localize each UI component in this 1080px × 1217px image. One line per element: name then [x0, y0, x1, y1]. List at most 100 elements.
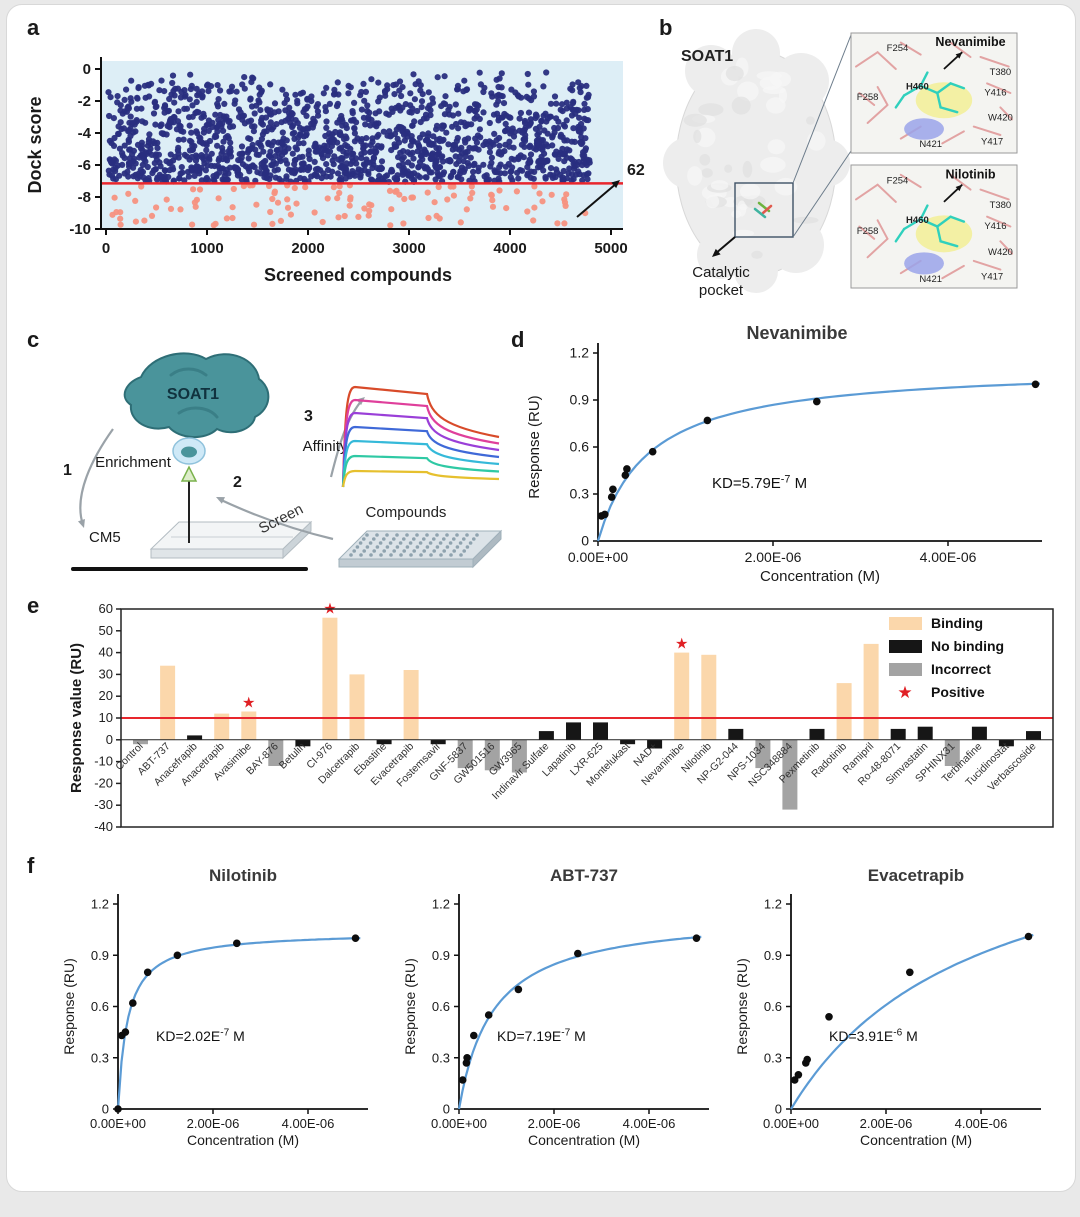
svg-text:Concentration (M): Concentration (M) — [760, 568, 880, 585]
compound-response-bar-chart: ControlABT-737AnacefrapibAnacetrapibAvas… — [68, 601, 1054, 834]
svg-text:Incorrect: Incorrect — [931, 661, 991, 677]
panel-label-b: b — [659, 15, 673, 40]
svg-text:50: 50 — [99, 623, 113, 638]
svg-text:CM5: CM5 — [89, 529, 121, 546]
svg-text:0.6: 0.6 — [432, 999, 450, 1014]
svg-text:Response value (RU): Response value (RU) — [68, 643, 85, 793]
svg-text:0.3: 0.3 — [570, 486, 590, 502]
svg-text:SOAT1: SOAT1 — [167, 386, 219, 403]
svg-text:0: 0 — [102, 240, 110, 257]
svg-text:2.00E-06: 2.00E-06 — [187, 1116, 240, 1131]
svg-text:1.2: 1.2 — [91, 897, 109, 912]
svg-text:Y417: Y417 — [981, 271, 1003, 282]
svg-text:0.6: 0.6 — [570, 439, 590, 455]
svg-text:60: 60 — [99, 601, 113, 616]
svg-text:2: 2 — [233, 474, 242, 491]
svg-text:ABT-737: ABT-737 — [550, 866, 618, 885]
svg-text:4.00E-06: 4.00E-06 — [955, 1116, 1008, 1131]
svg-text:Compounds: Compounds — [366, 504, 447, 521]
svg-text:N421: N421 — [919, 274, 942, 285]
svg-text:Y416: Y416 — [984, 221, 1006, 232]
svg-text:0.00E+00: 0.00E+00 — [568, 549, 629, 565]
svg-text:0.00E+00: 0.00E+00 — [90, 1116, 146, 1131]
svg-text:W420: W420 — [988, 113, 1013, 124]
svg-text:★: ★ — [242, 694, 255, 711]
svg-text:-30: -30 — [94, 797, 113, 812]
svg-text:2.00E-06: 2.00E-06 — [528, 1116, 581, 1131]
svg-text:1: 1 — [63, 462, 72, 479]
svg-text:0.9: 0.9 — [91, 948, 109, 963]
evacetrapib-binding-chart: Evacetrapib 0 0.3 0.6 0.9 1.2 0.00E+00 2.00E-06… — [734, 866, 1041, 1148]
panel-label-f: f — [27, 853, 35, 878]
svg-text:1000: 1000 — [190, 240, 223, 257]
abt737-binding-chart: ABT-737 0 0.3 0.6 0.9 1.2 0.00E+00 2.00E-06 4.00… — [402, 866, 709, 1148]
svg-text:-2: -2 — [78, 93, 91, 110]
svg-text:KD=3.91E-6 M: KD=3.91E-6 M — [829, 1028, 918, 1044]
svg-text:-10: -10 — [94, 754, 113, 769]
nilotinib-binding-chart: Nilotinib 0 0.3 0.6 0.9 1.2 0.00E+00 2.00E-06 4.… — [61, 866, 368, 1148]
svg-text:1.2: 1.2 — [570, 345, 590, 361]
svg-text:Affinity: Affinity — [303, 438, 348, 455]
svg-text:-6: -6 — [78, 157, 91, 174]
svg-text:4000: 4000 — [493, 240, 526, 257]
svg-text:Evacetrapib: Evacetrapib — [868, 866, 964, 885]
svg-text:0.9: 0.9 — [570, 392, 590, 408]
svg-text:0.00E+00: 0.00E+00 — [763, 1116, 819, 1131]
svg-text:Dock score: Dock score — [25, 96, 45, 193]
panel-f: Nilotinib 0 0.3 0.6 0.9 1.2 0.00E+00 2.00E-06 4.… — [21, 857, 1071, 1159]
svg-text:2.00E-06: 2.00E-06 — [745, 549, 802, 565]
panel-label-d: d — [511, 327, 525, 352]
svg-text:0.3: 0.3 — [91, 1050, 109, 1065]
svg-text:Concentration (M): Concentration (M) — [860, 1132, 972, 1148]
svg-text:Nevanimibe: Nevanimibe — [935, 35, 1005, 49]
svg-text:Nilotinib: Nilotinib — [946, 168, 996, 182]
svg-text:62: 62 — [627, 162, 645, 179]
svg-text:H460: H460 — [906, 215, 929, 226]
svg-text:0: 0 — [106, 732, 113, 747]
svg-text:F258: F258 — [857, 226, 879, 237]
svg-text:Nilotinib: Nilotinib — [209, 866, 277, 885]
svg-text:30: 30 — [99, 666, 113, 681]
svg-text:Catalytic: Catalytic — [692, 264, 750, 281]
svg-text:0.3: 0.3 — [432, 1050, 450, 1065]
svg-text:3: 3 — [304, 408, 313, 425]
svg-text:pocket: pocket — [699, 282, 744, 299]
svg-text:-8: -8 — [78, 189, 91, 206]
svg-text:0.00E+00: 0.00E+00 — [431, 1116, 487, 1131]
svg-text:-10: -10 — [69, 221, 91, 238]
svg-text:0.9: 0.9 — [764, 948, 782, 963]
dock-score-scatter-chart: 0 -2 -4 -6 -8 -10 0 1000 2000 3000 4000 5000 Screene… — [25, 57, 645, 285]
svg-text:1.2: 1.2 — [432, 897, 450, 912]
svg-text:-4: -4 — [78, 125, 92, 142]
svg-text:10: 10 — [99, 710, 113, 725]
svg-text:0.6: 0.6 — [91, 999, 109, 1014]
svg-text:-20: -20 — [94, 775, 113, 790]
panel-d: Nevanimibe 0 0.3 0.6 0.9 1.2 0.00E+00 2.00E-06 4… — [507, 317, 1072, 602]
svg-text:★: ★ — [675, 636, 688, 653]
svg-text:★: ★ — [897, 683, 912, 702]
svg-text:W420: W420 — [988, 247, 1013, 258]
panel-label-e: e — [27, 593, 40, 618]
nevanimibe-binding-chart: Nevanimibe 0 0.3 0.6 0.9 1.2 0.00E+00 2.00E-06 4… — [526, 323, 1042, 585]
svg-text:F258: F258 — [857, 92, 879, 103]
svg-text:1.2: 1.2 — [764, 897, 782, 912]
svg-text:40: 40 — [99, 645, 113, 660]
panel-label-a: a — [27, 15, 40, 40]
svg-text:2.00E-06: 2.00E-06 — [860, 1116, 913, 1131]
svg-text:Screened compounds: Screened compounds — [264, 265, 452, 285]
svg-text:0: 0 — [443, 1102, 450, 1117]
svg-text:2000: 2000 — [291, 240, 324, 257]
svg-text:0: 0 — [83, 61, 91, 78]
svg-text:N421: N421 — [919, 139, 942, 150]
svg-text:KD=5.79E-7 M: KD=5.79E-7 M — [712, 473, 807, 492]
svg-text:3000: 3000 — [392, 240, 425, 257]
svg-text:Response (RU): Response (RU) — [734, 958, 750, 1054]
svg-text:4.00E-06: 4.00E-06 — [920, 549, 977, 565]
svg-text:0.9: 0.9 — [432, 948, 450, 963]
panel-label-c: c — [27, 327, 40, 352]
figure-card: a b c d e f 0 -2 -4 -6 -8 -10 0 1000 2000 3000 400… — [6, 4, 1076, 1192]
svg-text:Response (RU): Response (RU) — [61, 958, 77, 1054]
svg-text:Nevanimibe: Nevanimibe — [746, 323, 847, 343]
